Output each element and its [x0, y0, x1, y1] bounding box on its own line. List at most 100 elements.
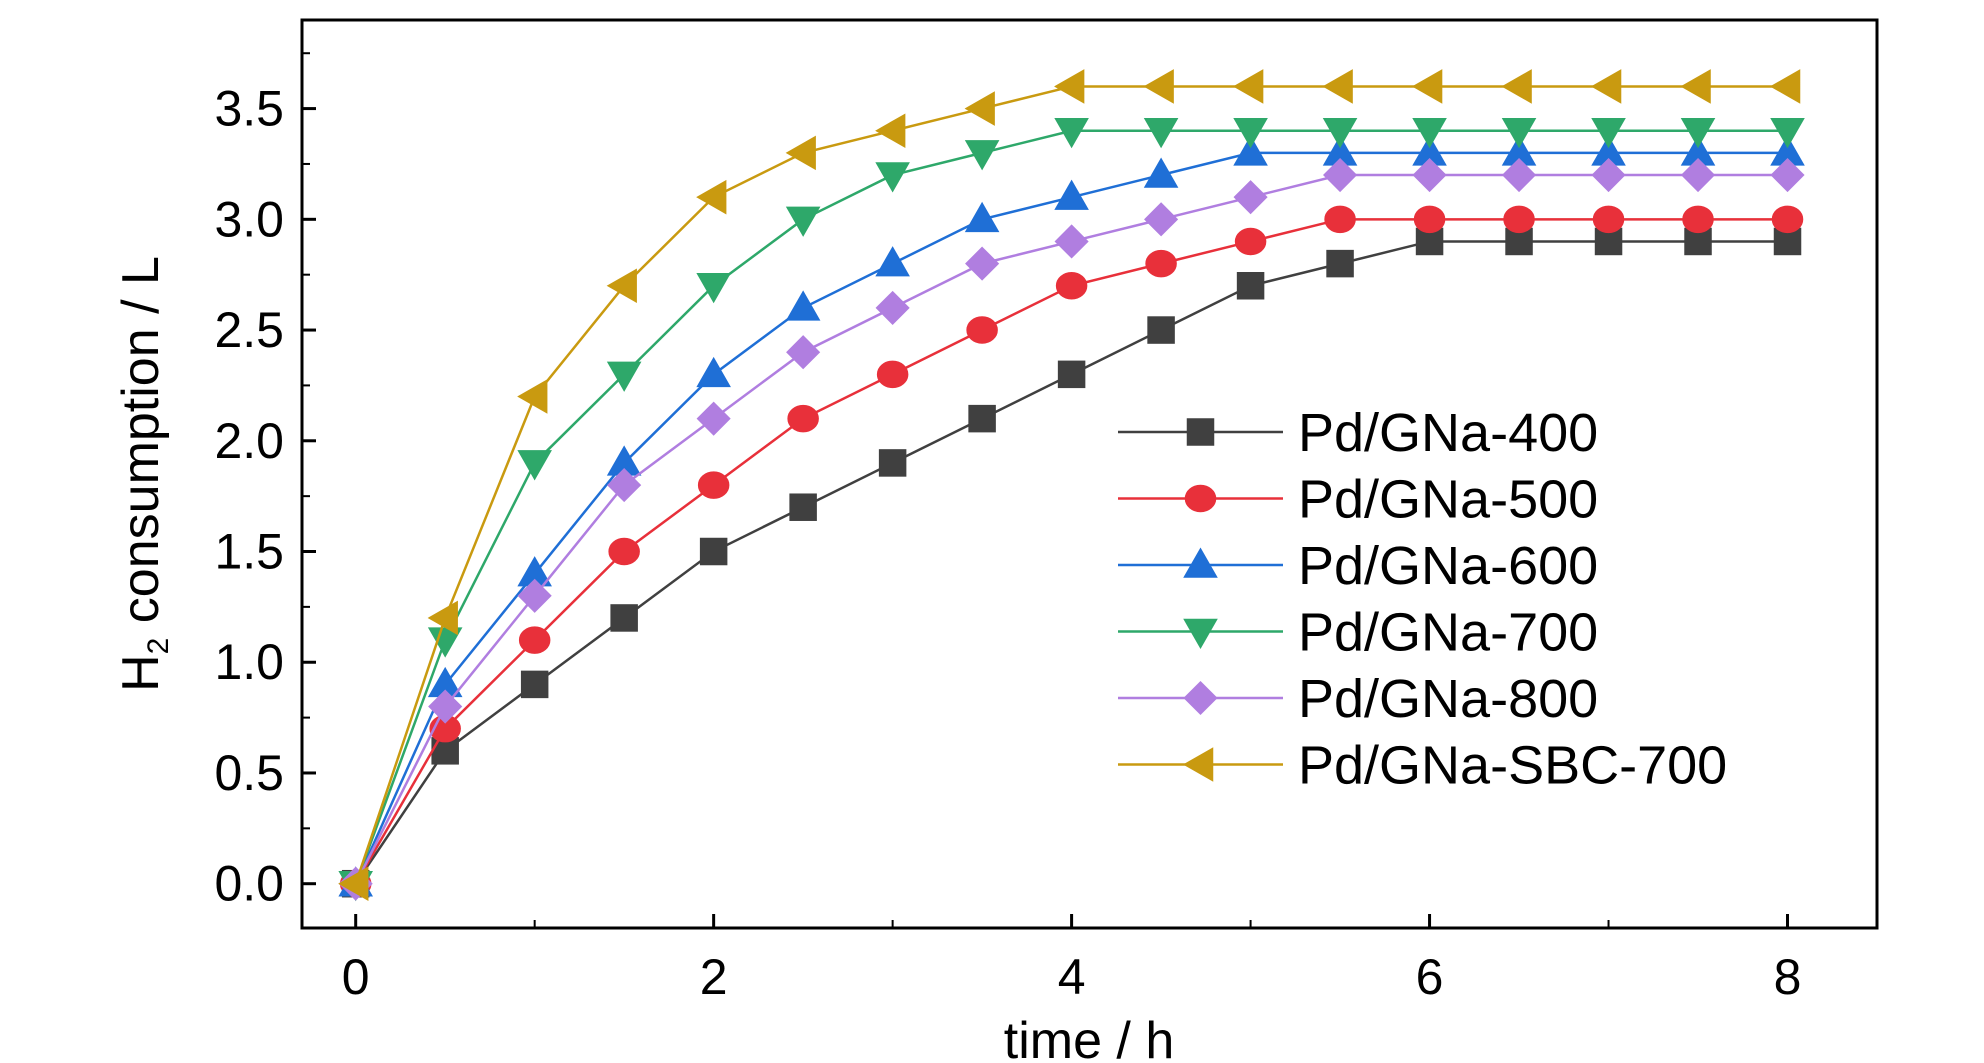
- data-point: [1680, 117, 1716, 149]
- data-point: [1326, 249, 1354, 278]
- data-point: [1147, 316, 1175, 344]
- legend-item: Pd/GNa-400: [1118, 403, 1598, 463]
- data-point: [1771, 205, 1804, 234]
- data-point: [1233, 69, 1264, 104]
- data-point: [1322, 117, 1358, 149]
- data-point: [606, 268, 637, 304]
- data-point: [520, 670, 549, 699]
- data-point: [606, 361, 642, 392]
- data-point: [428, 689, 463, 724]
- series-Pd/GNa-800: [338, 157, 1805, 901]
- data-point: [878, 449, 907, 477]
- data-point: [785, 135, 816, 171]
- y-tick-label: 0.5: [214, 745, 284, 801]
- data-point: [1055, 272, 1088, 300]
- data-point: [789, 493, 817, 521]
- data-point: [1322, 69, 1353, 104]
- data-point: [875, 246, 910, 277]
- legend-item: Pd/GNa-700: [1118, 603, 1598, 663]
- data-point: [1412, 157, 1447, 193]
- data-point: [1233, 180, 1268, 215]
- legend-label: Pd/GNa-600: [1298, 536, 1598, 596]
- y-axis: 0.0 0.5 1.0 1.5 2.0 2.5 3.0 3.5: [214, 52, 316, 912]
- legend-label: Pd/GNa-700: [1298, 603, 1598, 663]
- x-tick-label: 0: [342, 949, 370, 1005]
- data-point: [1413, 205, 1446, 234]
- legend-item: Pd/GNa-800: [1118, 669, 1598, 729]
- data-point: [1233, 117, 1268, 149]
- data-point: [1054, 117, 1089, 149]
- legend-marker: [1184, 484, 1217, 513]
- data-point: [968, 404, 996, 433]
- data-point: [785, 290, 821, 321]
- y-axis-title-prefix: H: [112, 654, 170, 692]
- legend-marker: [1186, 418, 1215, 446]
- data-point: [696, 356, 731, 388]
- data-point: [517, 379, 548, 414]
- data-point: [517, 578, 552, 613]
- series-Pd/GNa-700: [338, 117, 1805, 902]
- data-point: [1680, 157, 1716, 193]
- data-point: [1057, 360, 1086, 389]
- data-point: [517, 450, 552, 481]
- x-tick-label: 2: [700, 949, 728, 1005]
- y-tick-label: 1.0: [214, 634, 284, 690]
- legend-label: Pd/GNa-400: [1298, 403, 1598, 463]
- data-point: [518, 626, 551, 654]
- y-axis-title-subscript: 2: [142, 638, 175, 655]
- data-point: [1591, 157, 1626, 193]
- data-point: [964, 201, 1000, 233]
- data-point: [1592, 205, 1625, 234]
- data-point: [607, 468, 642, 503]
- data-point: [1503, 205, 1535, 234]
- data-point: [608, 537, 640, 566]
- data-point: [1591, 69, 1622, 104]
- x-axis: 0 2 4 6 8: [342, 914, 1801, 1005]
- data-point: [696, 179, 727, 215]
- data-point: [1769, 69, 1801, 104]
- data-point: [1770, 117, 1805, 149]
- data-point: [1233, 135, 1268, 166]
- y-tick-label: 2.5: [214, 302, 284, 358]
- data-point: [696, 401, 731, 436]
- series-Pd/GNa-SBC-700: [338, 69, 1801, 901]
- x-tick-label: 4: [1058, 949, 1086, 1005]
- legend-marker: [1182, 747, 1214, 782]
- legend-label: Pd/GNa-800: [1298, 669, 1598, 729]
- legend-item: Pd/GNa-600: [1118, 536, 1598, 596]
- data-point: [875, 113, 906, 149]
- y-axis-title-rest: consumption / L: [112, 256, 170, 638]
- legend-marker: [1183, 618, 1218, 650]
- data-point: [1143, 69, 1174, 104]
- data-point: [786, 335, 821, 370]
- data-point: [1412, 117, 1447, 149]
- data-point: [1501, 157, 1537, 193]
- y-tick-label: 1.5: [214, 524, 284, 580]
- y-axis-title: H2 consumption / L: [112, 256, 175, 692]
- data-point: [1501, 117, 1537, 149]
- legend-label: Pd/GNa-SBC-700: [1298, 736, 1727, 796]
- data-point: [965, 246, 1000, 281]
- data-point: [966, 316, 998, 344]
- data-point: [787, 404, 819, 433]
- data-point: [610, 604, 638, 632]
- data-point: [338, 866, 369, 901]
- data-point: [876, 360, 909, 389]
- y-tick-label: 0.0: [214, 856, 284, 912]
- legend-marker: [1183, 547, 1218, 578]
- data-point: [1054, 179, 1089, 210]
- data-point: [1236, 272, 1265, 300]
- data-point: [1323, 157, 1358, 193]
- data-point: [696, 273, 731, 304]
- legend-label: Pd/GNa-500: [1298, 470, 1598, 530]
- data-point: [1143, 157, 1179, 188]
- data-point: [964, 140, 1000, 171]
- data-point: [1412, 69, 1443, 104]
- data-point: [1324, 205, 1356, 234]
- y-tick-label: 3.0: [214, 191, 284, 247]
- series-layer: [338, 69, 1805, 902]
- data-point: [1682, 205, 1714, 234]
- data-point: [964, 91, 995, 126]
- x-axis-title: time / h: [1004, 1012, 1175, 1063]
- data-point: [1144, 202, 1179, 237]
